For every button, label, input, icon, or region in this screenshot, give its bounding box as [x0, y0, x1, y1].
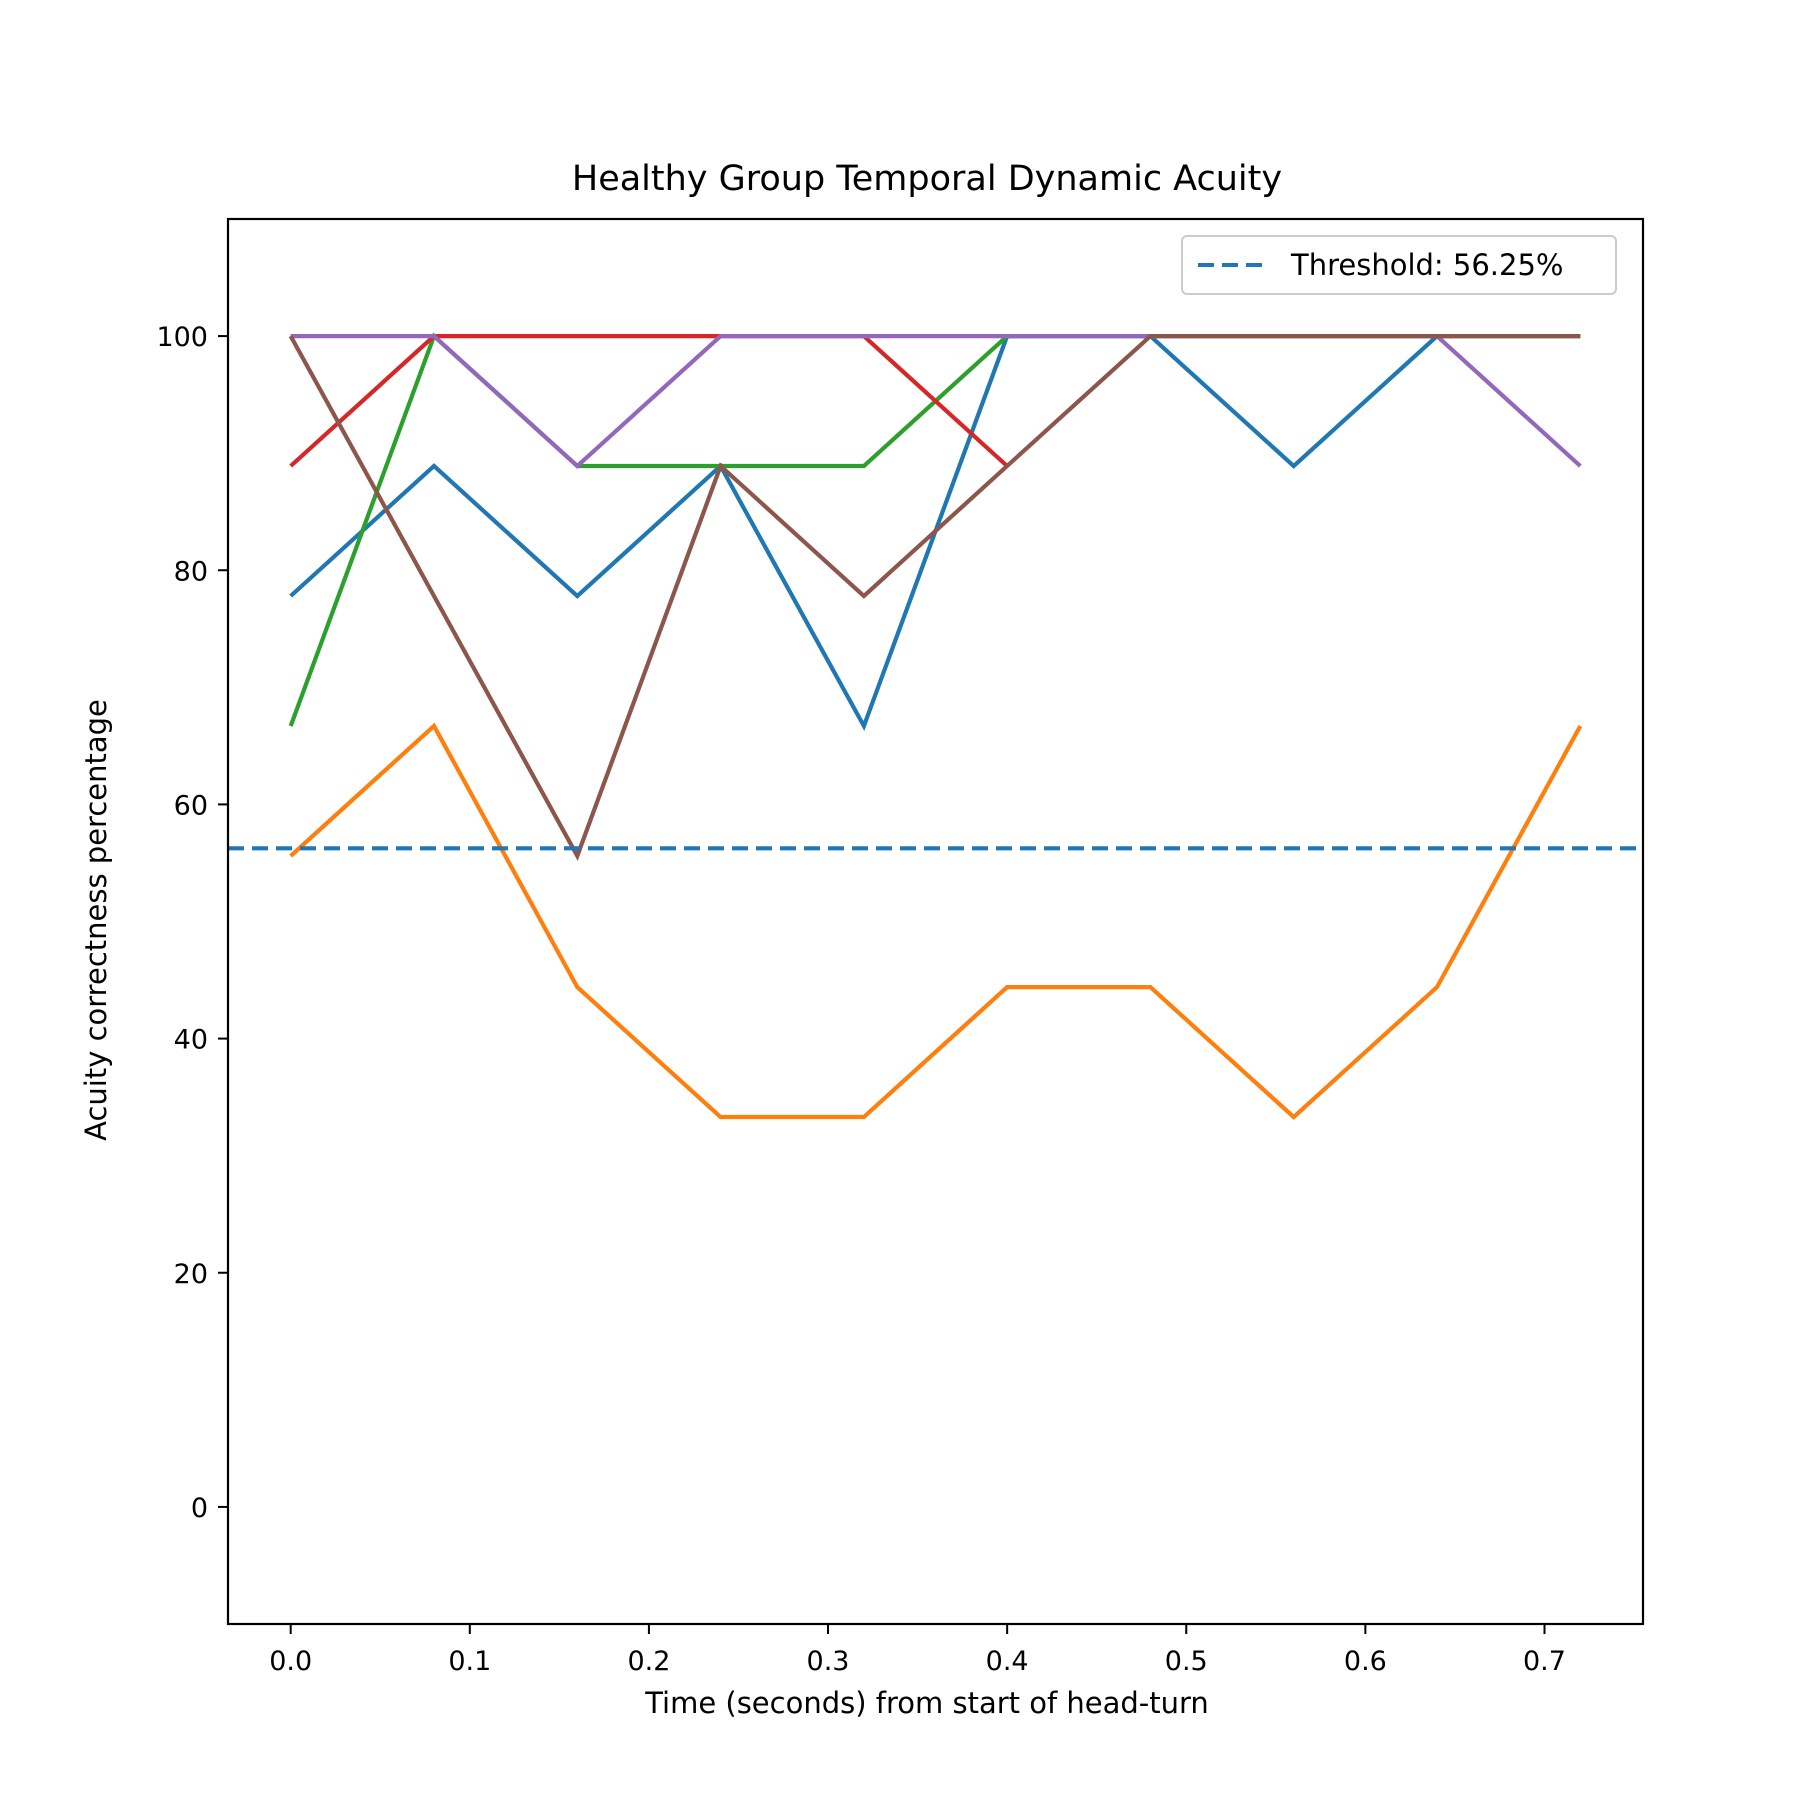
y-tick-label: 60: [174, 790, 208, 821]
y-axis: 0 20 40 60 80 100: [156, 322, 228, 1524]
axes-frame: [226, 217, 1645, 1626]
y-tick-label: 100: [156, 322, 208, 353]
legend-box: [1181, 235, 1617, 295]
x-tick-label: 0.0: [269, 1646, 312, 1677]
y-tick-label: 40: [174, 1025, 208, 1056]
x-tick-label: 0.4: [986, 1646, 1029, 1677]
chart-title: Healthy Group Temporal Dynamic Acuity: [572, 159, 1282, 199]
x-axis: 0.0 0.1 0.2 0.3 0.4 0.5 0.6 0.7: [269, 1624, 1566, 1677]
x-tick-label: 0.6: [1344, 1646, 1387, 1677]
legend: Threshold: 56.25%: [1181, 235, 1617, 295]
x-tick-label: 0.5: [1165, 1646, 1208, 1677]
x-tick-label: 0.1: [448, 1646, 491, 1677]
legend-threshold-label: Threshold: 56.25%: [1290, 248, 1563, 282]
series-line-4: [289, 334, 1009, 468]
x-axis-label: Time (seconds) from start of head-turn: [644, 1686, 1209, 1720]
series-layer: [288, 332, 1583, 1120]
x-tick-label: 0.7: [1523, 1646, 1566, 1677]
series-line-2: [289, 722, 1583, 1120]
y-tick-label: 20: [174, 1259, 208, 1290]
y-tick-label: 0: [191, 1493, 208, 1524]
x-tick-label: 0.2: [627, 1646, 670, 1677]
series-line-6: [288, 334, 1581, 861]
y-axis-label: Acuity correctness percentage: [79, 699, 113, 1141]
y-tick-label: 80: [174, 556, 208, 587]
plot-area: [226, 217, 1645, 1626]
x-tick-label: 0.3: [807, 1646, 850, 1677]
